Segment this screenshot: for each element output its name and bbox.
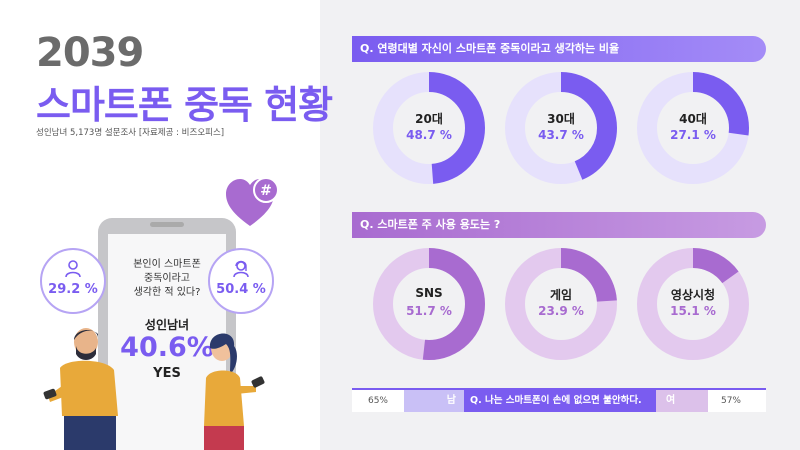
donut-age-30s-value: 43.7 % <box>538 128 584 142</box>
phone-speaker <box>150 222 184 227</box>
donut-age-20s: 20대 48.7 % <box>371 70 487 186</box>
female-person-icon <box>233 260 249 278</box>
donut-usage-sns-value: 51.7 % <box>406 304 452 318</box>
donut-usage-game-ring <box>505 248 617 360</box>
survey-subtitle: 성인남녀 5,173명 설문조사 [자료제공 : 비즈오피스] <box>36 128 225 138</box>
anxiety-female-label: 여 <box>656 390 708 412</box>
donut-age-30s: 30대 43.7 % <box>503 70 619 186</box>
male-percent: 29.2 % <box>48 282 98 297</box>
donut-age-40s-arc <box>637 72 749 184</box>
donut-age-40s-value: 27.1 % <box>670 128 716 142</box>
donut-usage-sns-category: SNS <box>415 286 443 300</box>
donut-usage-game-value: 23.9 % <box>538 304 584 318</box>
donut-age-40s-category: 40대 <box>679 112 707 126</box>
phone-question: 본인이 스마트폰 중독이라고 생각한 적 있다? <box>108 258 226 300</box>
phone-question-line3: 생각한 적 있다? <box>133 287 201 298</box>
heart-chat-icon: # <box>226 177 279 226</box>
donut-usage-video-ring <box>637 248 749 360</box>
age-question-bar: Q. 연령대별 자신이 스마트폰 중독이라고 생각하는 비율 <box>352 36 766 62</box>
female-bubble: 50.4 % <box>208 248 274 314</box>
phone-yes-label: YES <box>153 366 181 381</box>
donut-usage-sns-arc <box>373 248 485 360</box>
phone-question-line1: 본인이 스마트폰 <box>133 259 201 270</box>
donut-age-40s-ring <box>637 72 749 184</box>
hashtag-text: # <box>260 183 272 199</box>
phone-question-line2: 중독이라고 <box>144 273 190 284</box>
donut-usage-video-value: 15.1 % <box>670 304 716 318</box>
donut-age-20s-arc <box>373 72 485 184</box>
donut-age-40s: 40대 27.1 % <box>635 70 751 186</box>
donut-age-30s-category: 30대 <box>547 112 575 126</box>
female-percent: 50.4 % <box>216 282 266 297</box>
phone-yes-percent: 40.6% <box>120 332 214 363</box>
donut-usage-game-category: 게임 <box>549 288 573 302</box>
donut-age-30s-ring <box>505 72 617 184</box>
usage-question-bar: Q. 스마트폰 주 사용 용도는 ? <box>352 212 766 238</box>
donut-usage-game: 게임 23.9 % <box>503 246 619 362</box>
anxiety-male-percent: 65% <box>367 396 388 406</box>
anxiety-question: Q. 나는 스마트폰이 손에 없으면 불안하다. <box>464 390 656 412</box>
donut-usage-game-arc <box>505 248 617 360</box>
donut-age-20s-value: 48.7 % <box>406 128 452 142</box>
donut-age-20s-category: 20대 <box>415 112 443 126</box>
bottom-divider <box>352 388 766 390</box>
phone-group-label: 성인남녀 <box>144 318 190 332</box>
donut-usage-sns: SNS 51.7 % <box>371 246 487 362</box>
donut-age-20s-ring <box>373 72 485 184</box>
donut-usage-video-category: 영상시청 <box>670 288 716 302</box>
male-person-icon <box>65 260 81 278</box>
anxiety-male-label: 남 <box>404 390 464 412</box>
man-with-phone-illustration <box>43 328 118 450</box>
donut-usage-video: 영상시청 15.1 % <box>635 246 751 362</box>
anxiety-female-percent: 57% <box>720 396 741 406</box>
donut-age-30s-arc <box>505 72 617 184</box>
page-title: 스마트폰 중독 현황 <box>36 83 333 127</box>
male-bubble: 29.2 % <box>40 248 106 314</box>
title-year: 2039 <box>36 30 144 76</box>
donut-usage-video-arc <box>637 248 749 360</box>
woman-with-phone-illustration <box>204 333 265 450</box>
donut-usage-sns-ring <box>373 248 485 360</box>
